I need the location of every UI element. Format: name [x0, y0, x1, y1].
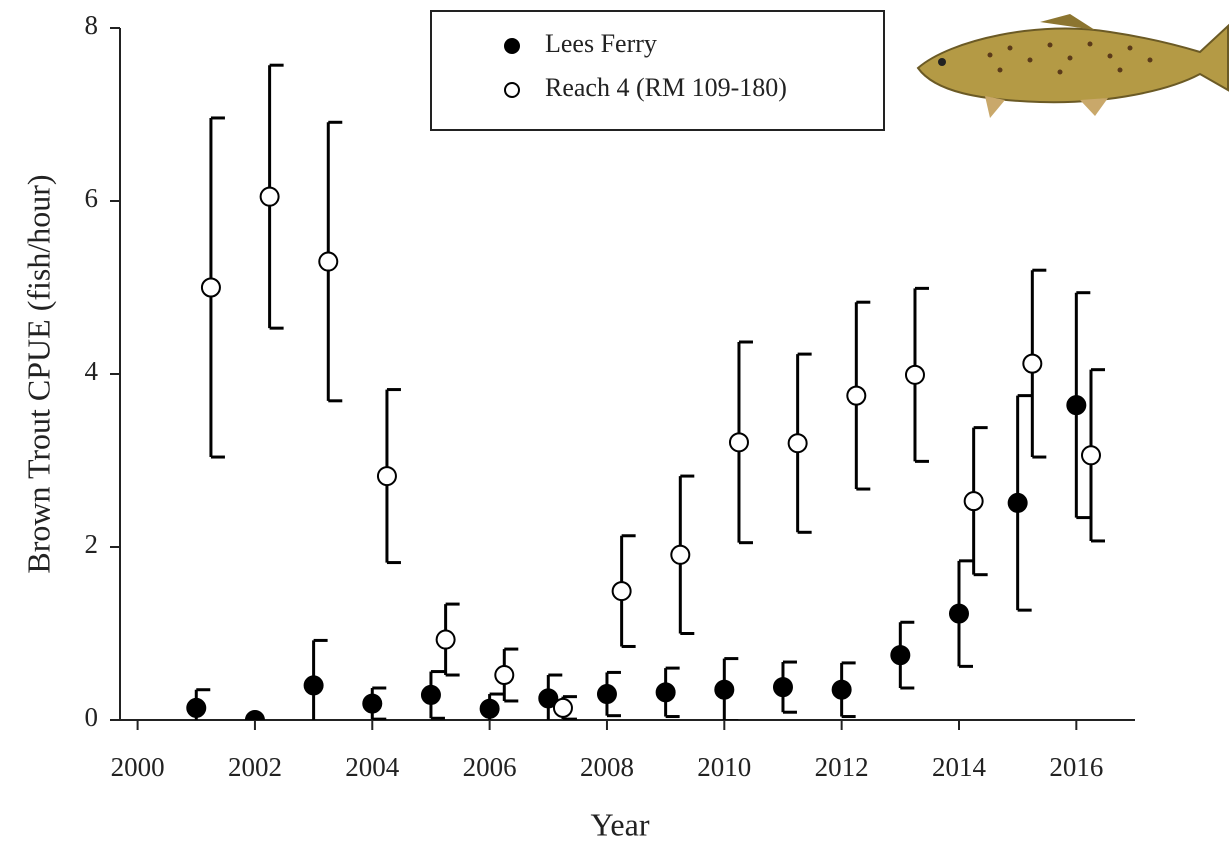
chart: Year Brown Trout CPUE (fish/hour) 0 2 4 6 8 2…	[0, 0, 1230, 846]
point	[422, 686, 440, 704]
point	[950, 605, 968, 623]
x-tick-label: 2002	[228, 752, 282, 782]
fish-illustration	[918, 14, 1228, 118]
legend-marker	[505, 39, 519, 53]
point	[965, 492, 983, 510]
point	[906, 366, 924, 384]
x-tick-label: 2012	[815, 752, 869, 782]
point	[261, 188, 279, 206]
point	[833, 681, 851, 699]
point	[657, 683, 675, 701]
y-tick-label: 6	[85, 183, 99, 213]
y-tick-label: 2	[85, 529, 99, 559]
x-tick-label: 2014	[932, 752, 987, 782]
point	[1009, 494, 1027, 512]
point	[554, 699, 572, 717]
legend-label: Reach 4 (RM 109-180)	[545, 73, 787, 102]
point	[671, 546, 689, 564]
legend: Lees Ferry Reach 4 (RM 109-180)	[431, 11, 884, 130]
point	[715, 681, 733, 699]
point	[847, 387, 865, 405]
y-axis-label: Brown Trout CPUE (fish/hour)	[20, 174, 56, 573]
point	[1082, 446, 1100, 464]
point	[437, 631, 455, 649]
point	[319, 253, 337, 271]
y-tick-label: 8	[85, 10, 99, 40]
point	[305, 676, 323, 694]
point	[891, 646, 909, 664]
point	[495, 666, 513, 684]
x-tick-label: 2006	[463, 752, 517, 782]
point	[187, 699, 205, 717]
x-tick-label: 2016	[1049, 752, 1103, 782]
point	[789, 434, 807, 452]
point	[378, 467, 396, 485]
point	[1023, 355, 1041, 373]
page: Year Brown Trout CPUE (fish/hour) 0 2 4 6 8 2…	[0, 0, 1230, 846]
x-tick-label: 2004	[345, 752, 400, 782]
point	[613, 582, 631, 600]
y-tick-label: 0	[85, 702, 99, 732]
x-tick-label: 2010	[697, 752, 751, 782]
legend-label: Lees Ferry	[545, 29, 657, 58]
x-tick-label: 2008	[580, 752, 634, 782]
x-tick-label: 2000	[111, 752, 165, 782]
legend-marker	[505, 83, 519, 97]
point	[774, 678, 792, 696]
legend-box	[431, 11, 884, 130]
x-axis-label: Year	[591, 806, 650, 842]
plot-area	[187, 65, 1105, 730]
y-tick-label: 4	[85, 356, 99, 386]
point	[598, 685, 616, 703]
point	[730, 433, 748, 451]
point	[1067, 396, 1085, 414]
point	[363, 695, 381, 713]
point	[481, 700, 499, 718]
point	[202, 279, 220, 297]
